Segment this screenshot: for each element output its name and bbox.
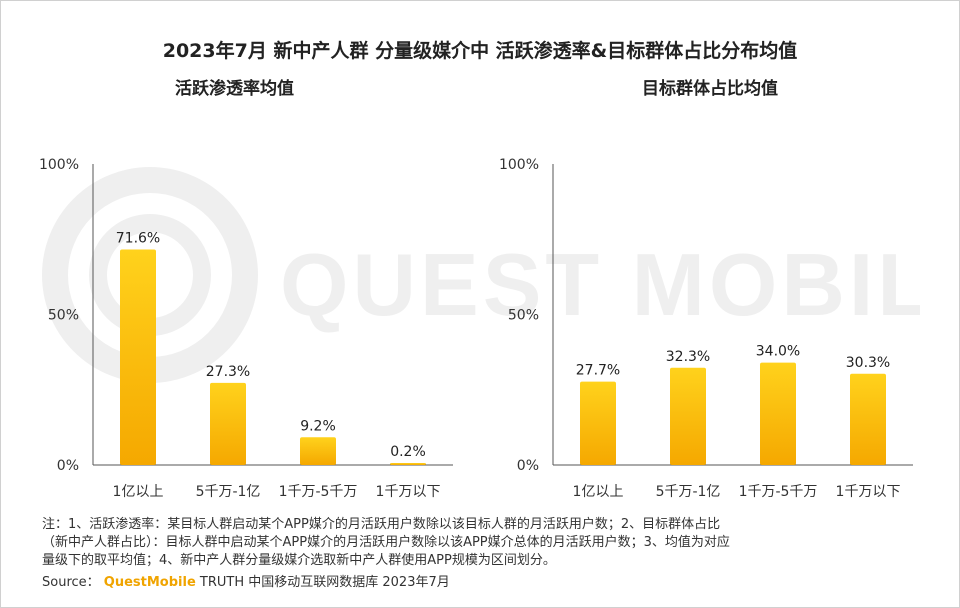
footnote-line-3: 量级下的取平均值；4、新中产人群分量级媒介选取新中产人群使用APP规模为区间划分…	[42, 553, 556, 568]
bar-value-label: 30.3%	[846, 355, 890, 371]
bar	[120, 249, 156, 465]
y-tick-label: 0%	[517, 458, 539, 474]
bar	[850, 373, 886, 465]
bar-value-label: 0.2%	[390, 444, 426, 460]
x-category-label: 1亿以上	[113, 484, 164, 500]
footnote-line-1: 注：1、活跃渗透率：某目标人群启动某个APP媒介的月活跃用户数除以该目标人群的月…	[42, 517, 721, 532]
y-tick-label: 50%	[508, 308, 539, 324]
bar	[580, 381, 616, 465]
y-tick-label: 0%	[57, 458, 79, 474]
x-category-label: 1千万以下	[836, 484, 901, 500]
bar	[210, 382, 246, 465]
x-category-label: 1千万-5千万	[739, 484, 818, 500]
bar-value-label: 9.2%	[300, 418, 336, 434]
y-tick-label: 100%	[499, 157, 539, 173]
bar-value-label: 71.6%	[116, 230, 160, 246]
right-chart-title: 目标群体占比均值	[642, 79, 778, 99]
source-suffix: TRUTH 中国移动互联网数据库 2023年7月	[199, 575, 450, 590]
bar-value-label: 27.7%	[576, 363, 620, 379]
left-chart-title: 活跃渗透率均值	[175, 79, 294, 99]
footnote-line-2: （新中产人群占比）：目标人群中启动某个APP媒介的月活跃用户数除以该APP媒介总…	[42, 535, 730, 550]
bar	[670, 367, 706, 465]
x-category-label: 5千万-1亿	[656, 484, 721, 500]
bar-value-label: 32.3%	[666, 349, 710, 365]
main-title: 2023年7月 新中产人群 分量级媒介中 活跃渗透率&目标群体占比分布均值	[162, 40, 798, 62]
source-prefix: Source：	[42, 575, 100, 590]
x-category-label: 1亿以上	[573, 484, 624, 500]
footnotes: 注：1、活跃渗透率：某目标人群启动某个APP媒介的月活跃用户数除以该目标人群的月…	[42, 516, 922, 570]
bar-value-label: 27.3%	[206, 364, 250, 380]
y-tick-label: 50%	[48, 308, 79, 324]
y-tick-label: 100%	[39, 157, 79, 173]
bar-value-label: 34.0%	[756, 344, 800, 360]
x-category-label: 1千万以下	[376, 484, 441, 500]
source-line: Source： QuestMobile TRUTH 中国移动互联网数据库 202…	[42, 571, 450, 590]
x-category-label: 5千万-1亿	[196, 484, 261, 500]
bar	[390, 463, 426, 465]
source-brand: QuestMobile	[103, 575, 196, 590]
bar	[300, 437, 336, 465]
bar	[760, 362, 796, 465]
x-category-label: 1千万-5千万	[279, 484, 358, 500]
